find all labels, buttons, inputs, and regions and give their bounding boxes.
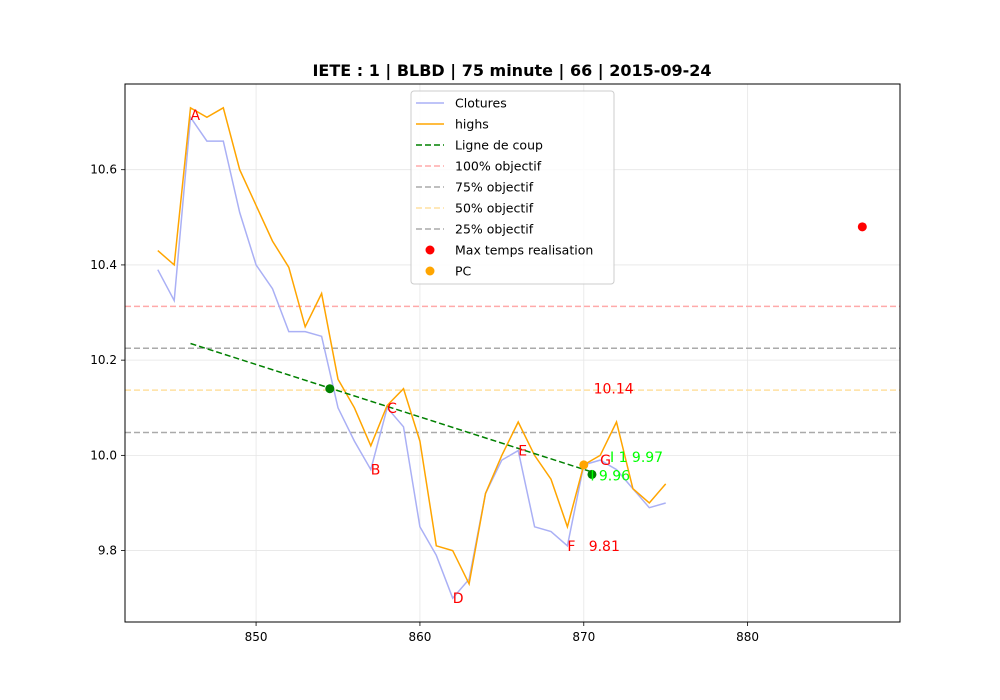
- legend-label: 25% objectif: [455, 222, 534, 237]
- annotation-label: E: [518, 444, 527, 460]
- annotation-label: F: [567, 539, 575, 555]
- annotation-label: 10.14: [594, 382, 634, 398]
- legend-label: 100% objectif: [455, 159, 542, 174]
- annotation-label: I 1 9.97: [610, 450, 663, 466]
- data-point: [857, 222, 867, 232]
- series-layer: [157, 106, 667, 600]
- annotation-label: C: [387, 401, 397, 417]
- series-line: [157, 106, 667, 587]
- plot-frame: [124, 83, 901, 623]
- series-line: [157, 115, 666, 600]
- legend-label: PC: [455, 264, 472, 279]
- x-tick-label: 850: [245, 630, 268, 644]
- y-tick-label: 9.8: [98, 544, 117, 558]
- legend-label: highs: [455, 117, 489, 132]
- x-tick-label: 870: [572, 630, 595, 644]
- annotation-label: I 9.96: [590, 468, 630, 484]
- legend-label: 75% objectif: [455, 180, 534, 195]
- annotation-label: 9.81: [589, 539, 620, 555]
- legend: Clotures highs Ligne de coup 100% objectif 7…: [410, 90, 615, 285]
- y-tick-label: 10.0: [90, 448, 117, 462]
- legend-label: 50% objectif: [455, 201, 534, 216]
- legend-label: Max temps realisation: [455, 243, 593, 258]
- objective-lines: [125, 305, 900, 434]
- x-tick-label: 880: [736, 630, 759, 644]
- legend-swatch: [425, 245, 435, 255]
- legend-swatch: [425, 266, 435, 276]
- annotation-label: A: [191, 108, 201, 124]
- point-layer: [325, 222, 867, 479]
- legend-label: Ligne de coup: [455, 138, 543, 153]
- data-point: [587, 469, 597, 479]
- x-tick-label: 860: [408, 630, 431, 644]
- axis-layer: 850 860 870 880 9.8 10.0 10.2 10.4 10.6: [90, 163, 759, 644]
- annotation-label: D: [453, 591, 464, 607]
- chart-title: IETE : 1 | BLBD | 75 minute | 66 | 2015-…: [312, 61, 711, 81]
- y-tick-label: 10.4: [90, 258, 117, 272]
- legend-label: Clotures: [455, 96, 507, 111]
- data-point: [579, 460, 589, 470]
- annotation-label: G: [600, 453, 611, 469]
- y-tick-label: 10.2: [90, 353, 117, 367]
- data-point: [325, 384, 335, 394]
- legend-box: [410, 90, 615, 285]
- series-line: [190, 342, 593, 473]
- annotation-label: B: [371, 463, 381, 479]
- annotation-layer: A B C D E F G 10.14 9.81 I 1 9.97 I 9.96: [191, 108, 664, 607]
- y-tick-label: 10.6: [90, 163, 117, 177]
